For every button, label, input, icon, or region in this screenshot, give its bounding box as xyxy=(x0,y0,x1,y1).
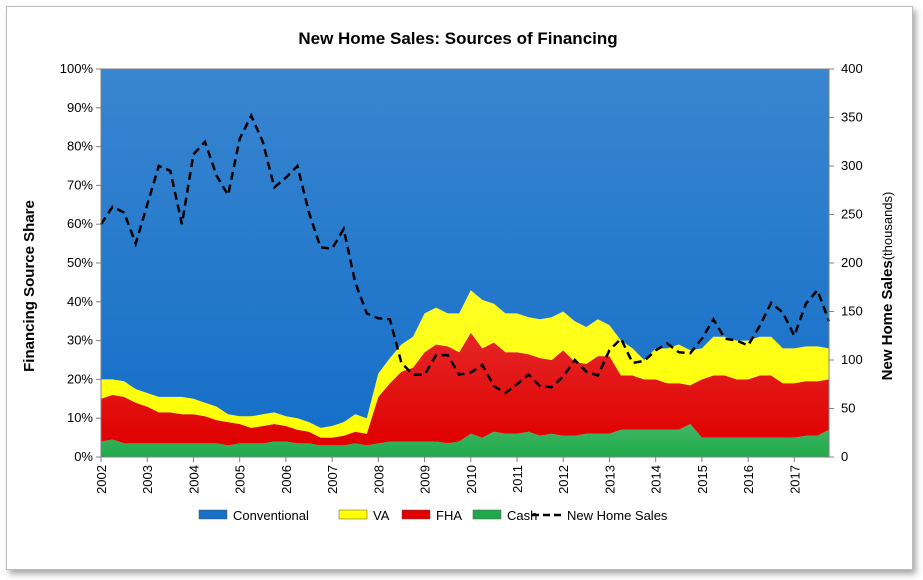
y-axis-title: Financing Source Share xyxy=(21,200,38,372)
x-tick-label: 2009 xyxy=(418,465,433,494)
y2-axis-title-main: New Home Sales xyxy=(879,260,896,380)
legend-item-va: VA xyxy=(338,508,390,523)
legend-label: Conventional xyxy=(233,508,309,523)
x-tick-label: 2015 xyxy=(695,465,710,494)
legend-label: Cash xyxy=(507,508,537,523)
area-va xyxy=(101,290,829,438)
legend-label: New Home Sales xyxy=(567,508,668,523)
line-new-home-sales xyxy=(99,112,831,395)
y2-axis-title-unit: (thousands) xyxy=(880,192,895,261)
x-tick-label: 2016 xyxy=(741,465,756,494)
x-tick-label: 2002 xyxy=(94,465,109,494)
y-tick-label: 40% xyxy=(67,294,93,309)
x-tick-label: 2014 xyxy=(649,465,664,494)
legend-swatch xyxy=(198,509,228,520)
legend-label: FHA xyxy=(436,508,462,523)
legend-swatch xyxy=(338,509,368,520)
area-fha xyxy=(101,332,829,446)
y2-tick-label: 400 xyxy=(841,61,863,76)
y-tick-label: 60% xyxy=(67,216,93,231)
legend-item-conventional: Conventional xyxy=(198,508,309,523)
plot-area xyxy=(99,69,831,457)
legend-label: VA xyxy=(373,508,390,523)
x-tick-label: 2005 xyxy=(233,465,248,494)
x-tick-label: 2017 xyxy=(787,465,802,494)
y-tick-label: 0% xyxy=(74,449,93,464)
area-cash xyxy=(101,424,829,457)
legend: Conventional VA FHA Cash New Home Sales xyxy=(198,508,668,523)
y-tick-label: 100% xyxy=(60,61,94,76)
y2-axis-title: New Home Sales(thousands) xyxy=(879,192,896,381)
y-tick-label: 50% xyxy=(67,255,93,270)
y-tick-label: 30% xyxy=(67,333,93,348)
y-tick-label: 20% xyxy=(67,371,93,386)
y-tick-label: 70% xyxy=(67,177,93,192)
x-tick-label: 2006 xyxy=(279,465,294,494)
legend-swatch xyxy=(401,509,431,520)
x-tick-label: 2013 xyxy=(602,465,617,494)
y2-tick-label: 0 xyxy=(841,449,848,464)
y-tick-label: 90% xyxy=(67,100,93,115)
x-tick-label: 2003 xyxy=(140,465,155,494)
y2-tick-label: 350 xyxy=(841,110,863,125)
x-tick-label: 2011 xyxy=(510,465,525,493)
x-tick-label: 2012 xyxy=(556,465,571,494)
chart-title: New Home Sales: Sources of Financing xyxy=(298,29,617,48)
chart-canvas: New Home Sales: Sources of Financing 0% 1… xyxy=(21,29,896,523)
y-tick-label: 10% xyxy=(67,410,93,425)
legend-item-fha: FHA xyxy=(401,508,462,523)
legend-swatch xyxy=(472,509,502,520)
legend-item-cash: Cash xyxy=(472,508,537,523)
legend-item-new-home-sales: New Home Sales xyxy=(532,508,668,523)
y2-tick-label: 150 xyxy=(841,304,863,319)
y-tick-label: 80% xyxy=(67,139,93,154)
y2-tick-label: 250 xyxy=(841,207,863,222)
area-conventional xyxy=(101,69,829,428)
x-tick-label: 2008 xyxy=(371,465,386,494)
x-tick-label: 2004 xyxy=(186,465,201,494)
y2-tick-label: 100 xyxy=(841,352,863,367)
x-tick-label: 2010 xyxy=(464,465,479,494)
axes: 0% 10% 20% 30% 40% 50% 60% 70% 80% 90% 100% 0 50 100 1… xyxy=(60,61,863,494)
y2-tick-label: 300 xyxy=(841,158,863,173)
y2-tick-label: 200 xyxy=(841,255,863,270)
chart-frame: New Home Sales: Sources of Financing 0% 1… xyxy=(6,6,913,570)
y2-tick-label: 50 xyxy=(841,401,855,416)
x-tick-label: 2007 xyxy=(325,465,340,494)
